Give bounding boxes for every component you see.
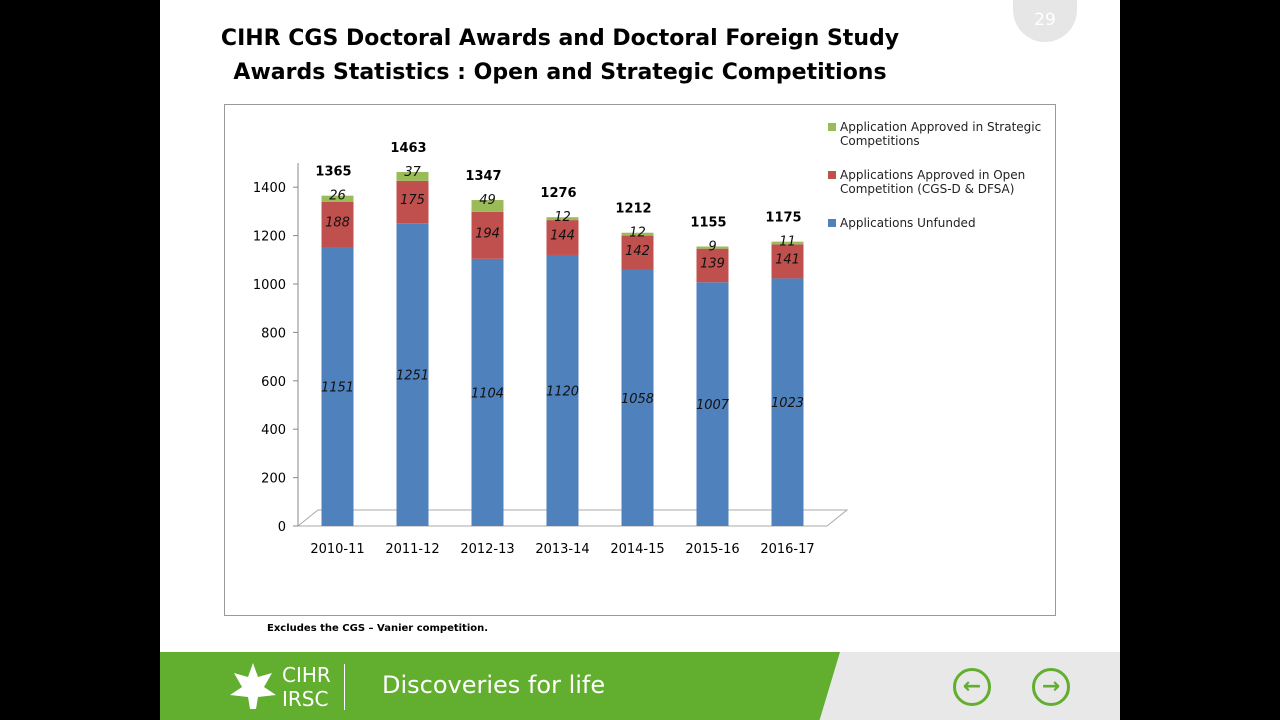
slide: 29 CIHR CGS Doctoral Awards and Doctoral… [160, 0, 1120, 720]
legend-label: Applications Approved in Open Competitio… [840, 168, 1026, 196]
bar-segment [546, 220, 579, 255]
bar-segment [321, 247, 354, 526]
value-label: 9 [708, 239, 716, 254]
value-label: 12 [629, 226, 646, 241]
value-label: 1058 [621, 392, 654, 407]
value-label: 26 [329, 189, 346, 204]
x-tick-label: 2011-12 [385, 542, 439, 557]
bar-segment [771, 241, 804, 245]
value-label: 142 [625, 244, 650, 259]
value-label: 1007 [696, 398, 730, 413]
title-line: CIHR CGS Doctoral Awards and Doctoral Fo… [220, 26, 900, 51]
y-tick-label: 1000 [253, 278, 286, 293]
value-label: 1120 [546, 384, 579, 399]
y-tick-label: 1200 [253, 230, 286, 245]
value-label: 12 [554, 210, 571, 225]
bar-segment [396, 171, 429, 181]
y-tick-label: 200 [261, 472, 286, 487]
x-tick-label: 2015-16 [685, 542, 739, 557]
value-label: 144 [550, 229, 575, 244]
bar-segment [621, 232, 654, 236]
logo-text: IRSC [282, 687, 329, 711]
total-label: 1347 [465, 169, 501, 184]
bar-segment [396, 180, 429, 224]
total-label: 1365 [315, 165, 351, 180]
bar-segment [546, 254, 579, 526]
legend-entry: Applications Approved in Open Competitio… [828, 168, 1065, 196]
next-button[interactable]: → [1032, 668, 1070, 706]
bar-segment [396, 223, 429, 526]
bar-segment [771, 244, 804, 279]
bar-segment [321, 195, 354, 202]
legend-entry: Applications Unfunded [828, 216, 1065, 230]
y-tick-label: 600 [261, 375, 286, 390]
y-tick-label: 1400 [253, 181, 286, 196]
bar-segment [621, 269, 654, 526]
bar-segment [621, 235, 654, 270]
chart-frame [224, 104, 1056, 616]
x-tick-label: 2010-11 [310, 542, 364, 557]
bar-segment [771, 278, 804, 526]
value-label: 1251 [396, 369, 429, 384]
footer: CIHR IRSC Discoveries for life ← → [160, 652, 1120, 720]
total-label: 1155 [690, 215, 726, 230]
x-tick-label: 2016-17 [760, 542, 814, 557]
logo-leaf [230, 663, 276, 709]
tagline: Discoveries for life [382, 671, 606, 699]
prev-button[interactable]: ← [953, 668, 991, 706]
bar-segment [321, 201, 354, 248]
legend-label: Applications Unfunded [840, 216, 976, 230]
footer-band: CIHR IRSC Discoveries for life [160, 652, 840, 720]
y-tick-label: 800 [261, 326, 286, 341]
total-label: 1175 [765, 211, 801, 226]
value-label: 11 [779, 235, 796, 250]
value-label: 49 [479, 193, 496, 208]
total-label: 1276 [540, 186, 576, 201]
title-line: Awards Statistics : Open and Strategic C… [233, 60, 887, 85]
bar-segment [471, 211, 504, 259]
divider [344, 664, 345, 710]
legend-label: Application Approved in Strategic Compet… [840, 120, 1042, 148]
bar-segment [696, 246, 729, 249]
total-label: 1463 [390, 141, 426, 156]
value-label: 194 [475, 226, 500, 241]
bar-segment [546, 217, 579, 221]
y-tick-label: 400 [261, 423, 286, 438]
value-label: 37 [404, 165, 421, 180]
x-tick-label: 2013-14 [535, 542, 589, 557]
note: Excludes the CGS – Vanier competition. [267, 623, 489, 634]
value-label: 188 [325, 216, 350, 231]
legend-swatch [828, 123, 836, 131]
bar-segment [471, 258, 504, 526]
value-label: 175 [400, 193, 425, 208]
total-label: 1212 [615, 202, 651, 217]
value-label: 1023 [771, 396, 804, 411]
value-label: 141 [775, 252, 800, 267]
bar-segment [471, 200, 504, 212]
bar-segment [696, 282, 729, 526]
x-tick-label: 2012-13 [460, 542, 514, 557]
logo-text: CIHR [282, 663, 331, 687]
value-label: 139 [700, 256, 725, 271]
legend-entry: Application Approved in Strategic Compet… [828, 120, 1065, 148]
legend-swatch [828, 219, 836, 227]
value-label: 1151 [321, 381, 354, 396]
value-label: 1104 [471, 386, 504, 401]
bar-segment [696, 248, 729, 283]
legend-swatch [828, 171, 836, 179]
y-tick-label: 0 [278, 520, 286, 535]
x-tick-label: 2014-15 [610, 542, 664, 557]
